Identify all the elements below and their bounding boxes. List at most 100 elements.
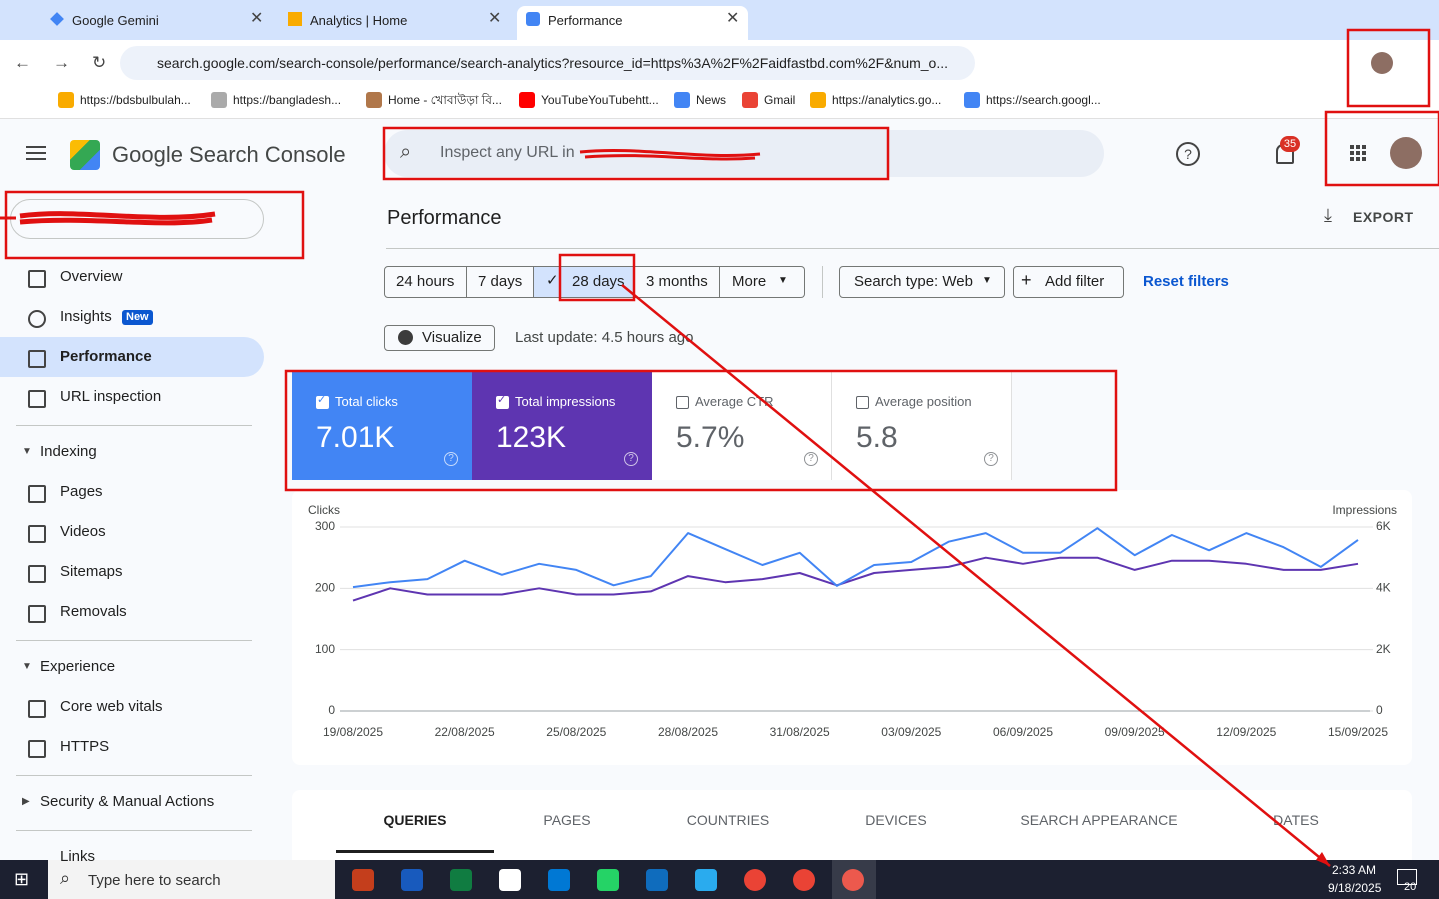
tab-title[interactable]: Google Gemini	[72, 13, 159, 28]
bookmark-icon[interactable]	[964, 92, 980, 108]
taskbar-app[interactable]	[842, 869, 864, 891]
bookmark[interactable]: https://search.googl...	[986, 93, 1101, 107]
range-chip[interactable]	[466, 266, 534, 298]
checkbox[interactable]	[856, 396, 869, 409]
nav-item[interactable]: Pages	[60, 483, 103, 500]
taskbar-search[interactable]	[48, 860, 335, 899]
bookmark[interactable]: Home - খোবাউড়া বি...	[388, 93, 502, 107]
range-label[interactable]: 3 months	[646, 273, 708, 290]
nav-icon[interactable]	[28, 740, 46, 758]
nav-icon[interactable]	[28, 485, 46, 503]
nav-item[interactable]: Overview	[60, 268, 123, 285]
tab-title[interactable]: Analytics | Home	[310, 13, 408, 28]
bookmark[interactable]: YouTubeYouTubehtt...	[541, 93, 659, 107]
bookmark-icon[interactable]	[810, 92, 826, 108]
bookmark-icon[interactable]	[742, 92, 758, 108]
nav-icon[interactable]	[28, 700, 46, 718]
nav-item[interactable]: Insights	[60, 308, 112, 325]
taskbar-app[interactable]	[499, 869, 521, 891]
table-tab[interactable]: SEARCH APPEARANCE	[1020, 812, 1178, 828]
avatar[interactable]	[1371, 52, 1393, 74]
tab-close[interactable]: ✕	[726, 10, 740, 27]
taskbar-search-text[interactable]: Type here to search	[88, 872, 221, 889]
start[interactable]: ⊞	[14, 869, 30, 889]
range-label[interactable]: 7 days	[478, 273, 523, 290]
taskbar-app[interactable]	[597, 869, 619, 891]
taskbar-app[interactable]	[352, 869, 374, 891]
nav-item[interactable]: Videos	[60, 523, 106, 540]
range-label[interactable]: More	[732, 273, 767, 290]
url[interactable]: search.google.com/search-console/perform…	[157, 55, 949, 71]
reset-filters[interactable]: Reset filters	[1143, 273, 1229, 290]
taskbar-app[interactable]	[450, 869, 472, 891]
section-toggle[interactable]: ▼	[22, 661, 32, 672]
section-title[interactable]: Experience	[40, 658, 116, 675]
notification-count[interactable]: 20	[1404, 881, 1417, 893]
checkbox[interactable]	[676, 396, 689, 409]
section-title[interactable]: Security & Manual Actions	[40, 793, 215, 810]
taskbar-app[interactable]	[646, 869, 668, 891]
taskbar-app[interactable]	[695, 869, 717, 891]
series-line	[352, 556, 1359, 602]
range-label[interactable]: 24 hours	[396, 273, 455, 290]
nav-icon[interactable]	[28, 605, 46, 623]
table-tab[interactable]: PAGES	[543, 812, 591, 828]
bookmark[interactable]: https://bdsbulbulah...	[80, 93, 191, 107]
tab-close[interactable]: ✕	[488, 10, 502, 27]
notification-icon[interactable]	[1397, 869, 1417, 885]
nav-icon[interactable]	[28, 310, 46, 328]
taskbar-app[interactable]	[744, 869, 766, 891]
nav-item[interactable]: Links	[60, 848, 96, 865]
taskbar-app[interactable]	[793, 869, 815, 891]
nav-item[interactable]: Performance	[60, 348, 152, 365]
nav-icon[interactable]	[28, 350, 46, 368]
search-type[interactable]: Search type: Web	[854, 273, 973, 290]
table-tab[interactable]: DEVICES	[865, 812, 927, 828]
apps-icon[interactable]	[1350, 145, 1354, 149]
nav-icon[interactable]	[28, 565, 46, 583]
bookmark-icon[interactable]	[366, 92, 382, 108]
range-chip[interactable]	[384, 266, 467, 298]
section-toggle[interactable]: ▼	[22, 446, 32, 457]
section-toggle[interactable]: ▶	[22, 796, 30, 807]
omnibox[interactable]	[120, 46, 975, 80]
bookmark-icon[interactable]	[58, 92, 74, 108]
nav-icon[interactable]	[28, 525, 46, 543]
bookmark[interactable]: Gmail	[764, 93, 796, 107]
section-title[interactable]: Indexing	[40, 443, 97, 460]
range-label[interactable]: 28 days	[572, 273, 625, 290]
taskbar-app[interactable]	[548, 869, 570, 891]
nav-buttons[interactable]: ←→↻	[14, 53, 129, 72]
visualize[interactable]: Visualize	[422, 329, 482, 346]
menu-icon[interactable]	[26, 146, 46, 148]
search-placeholder[interactable]: Inspect any URL in	[440, 144, 575, 161]
nav-item[interactable]: HTTPS	[60, 738, 110, 755]
table-tab[interactable]: QUERIES	[383, 812, 447, 828]
bookmark-icon[interactable]	[519, 92, 535, 108]
nav-item[interactable]: Removals	[60, 603, 127, 620]
bookmark-icon[interactable]	[674, 92, 690, 108]
nav-item[interactable]: Sitemaps	[60, 563, 123, 580]
table-tab[interactable]: DATES	[1273, 812, 1319, 828]
export[interactable]: EXPORT	[1353, 209, 1414, 225]
property-selector[interactable]	[10, 199, 264, 239]
bookmark-icon[interactable]	[211, 92, 227, 108]
tab-title[interactable]: Performance	[548, 13, 623, 28]
bookmark[interactable]: https://analytics.go...	[832, 93, 942, 107]
search-icon[interactable]: ⌕	[400, 141, 412, 163]
table-card	[292, 790, 1412, 870]
nav-icon[interactable]	[28, 270, 46, 288]
tab-close[interactable]: ✕	[250, 10, 264, 27]
add-filter[interactable]: Add filter	[1045, 273, 1105, 290]
bookmark[interactable]: https://bangladesh...	[233, 93, 342, 107]
nav-icon[interactable]	[28, 390, 46, 408]
visualize-chip[interactable]	[384, 325, 495, 351]
taskbar-app[interactable]	[401, 869, 423, 891]
active-tab[interactable]	[517, 6, 748, 42]
export-icon[interactable]: ⤓	[1324, 205, 1332, 225]
nav-item[interactable]: Core web vitals	[60, 698, 163, 715]
avatar[interactable]	[1390, 137, 1422, 169]
help-icon[interactable]: ?	[1176, 142, 1200, 166]
bookmark[interactable]: News	[696, 93, 727, 107]
nav-item[interactable]: URL inspection	[60, 388, 162, 405]
